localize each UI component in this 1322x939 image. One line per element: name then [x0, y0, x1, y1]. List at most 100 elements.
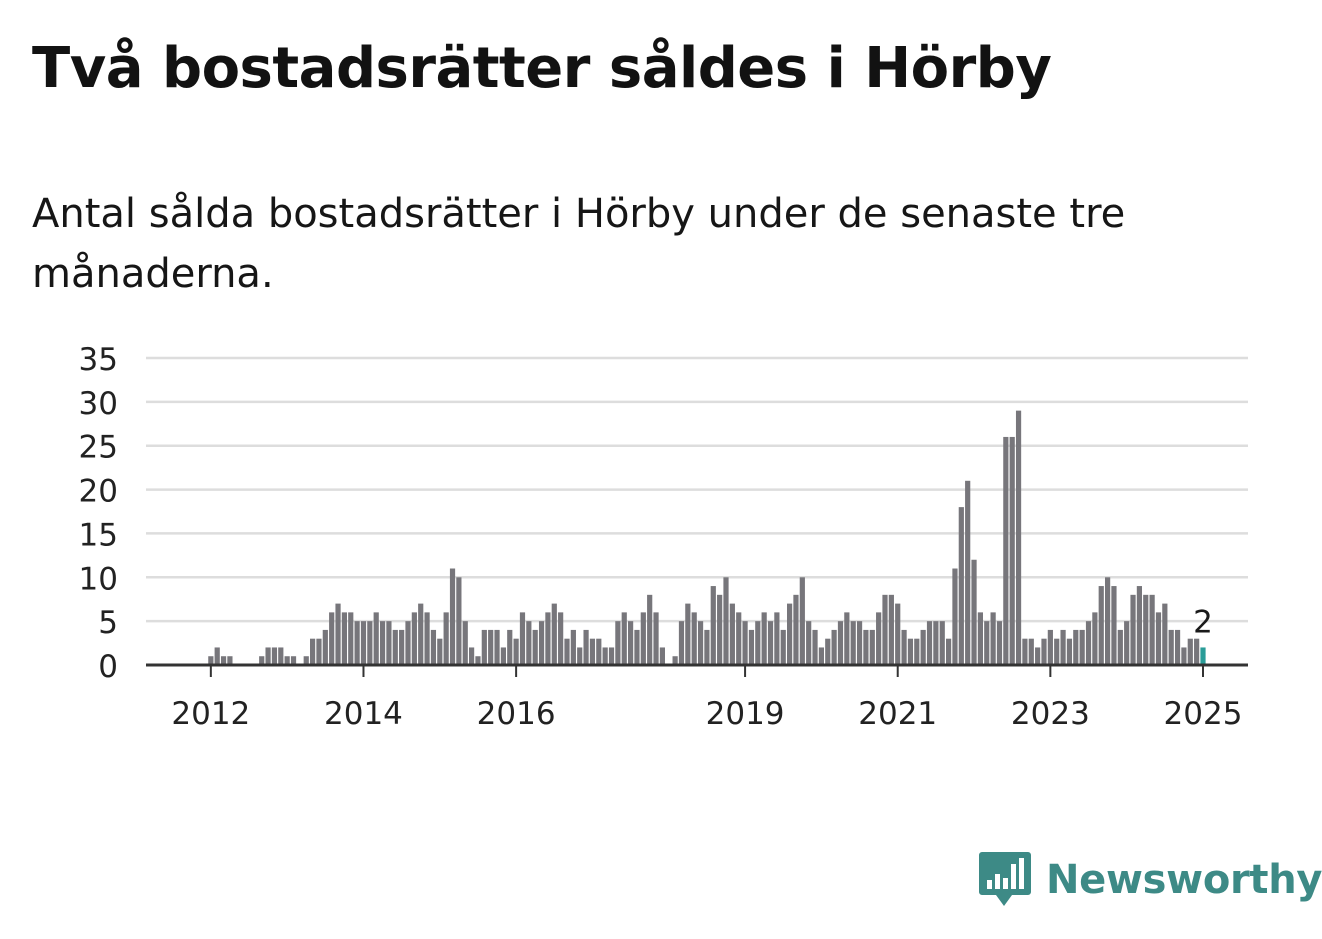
bar	[729, 603, 735, 665]
x-tick-label: 2021	[858, 696, 937, 732]
bar	[653, 612, 659, 665]
y-tick-label: 15	[79, 517, 118, 553]
brand-name: Newsworthy	[1046, 857, 1322, 903]
brand-logo: Newsworthy	[978, 848, 1322, 912]
bar	[723, 577, 729, 665]
bar	[628, 621, 634, 665]
bar	[685, 603, 691, 665]
bar	[1009, 436, 1015, 665]
latest-value-label: 2	[1193, 604, 1213, 640]
bar	[488, 629, 494, 665]
bar	[1092, 612, 1098, 665]
bar	[341, 612, 347, 665]
bar	[965, 480, 971, 665]
bar	[958, 507, 964, 665]
bar	[1111, 586, 1117, 665]
bar	[558, 612, 564, 665]
bar	[844, 612, 850, 665]
bar	[793, 594, 799, 665]
bar	[424, 612, 430, 665]
bar	[907, 638, 914, 665]
bar	[876, 612, 882, 665]
bar	[1047, 629, 1053, 665]
chart-title: Två bostadsrätter såldes i Hörby	[32, 36, 1052, 101]
bar	[532, 629, 538, 665]
bar	[405, 621, 411, 665]
bar	[538, 621, 545, 665]
bar	[494, 629, 500, 665]
bar	[329, 612, 335, 665]
bar	[710, 586, 716, 665]
bar	[290, 656, 297, 665]
bar	[742, 621, 748, 665]
bar	[449, 568, 456, 665]
bar	[469, 647, 475, 665]
bar	[640, 612, 646, 665]
bar	[831, 629, 837, 665]
bar	[430, 629, 437, 665]
bar	[984, 621, 990, 665]
bar	[259, 656, 265, 665]
bar	[615, 621, 621, 665]
x-tick-label: 2014	[324, 696, 403, 732]
bar	[812, 629, 818, 665]
bar	[418, 603, 424, 665]
bar	[1174, 629, 1181, 665]
bar	[806, 621, 812, 665]
bar	[227, 656, 233, 665]
bar	[1136, 586, 1142, 665]
bar	[736, 612, 742, 665]
bar	[767, 621, 774, 665]
bar	[780, 629, 786, 665]
bar	[507, 629, 513, 665]
bar	[220, 656, 227, 665]
bar	[697, 621, 704, 665]
bar	[475, 656, 481, 665]
bar	[284, 656, 290, 665]
bar	[1066, 638, 1073, 665]
bar	[621, 612, 627, 665]
bar	[1181, 647, 1187, 665]
bar	[1105, 577, 1111, 665]
y-tick-label: 5	[98, 605, 118, 641]
bar	[1149, 594, 1155, 665]
bar-chart-speech-bubble-icon	[979, 852, 1031, 906]
bar	[1085, 621, 1092, 665]
bar	[519, 612, 526, 665]
bar	[882, 594, 888, 665]
bar	[1003, 436, 1009, 665]
bar	[443, 612, 449, 665]
bar	[704, 629, 710, 665]
bar	[933, 621, 939, 665]
bar	[990, 612, 996, 665]
bar	[411, 612, 417, 665]
bar	[360, 621, 367, 665]
bar	[1073, 629, 1079, 665]
bar	[799, 577, 805, 665]
x-tick-label: 2019	[706, 696, 785, 732]
bar	[939, 621, 945, 665]
bar	[379, 621, 386, 665]
bar	[214, 647, 220, 665]
bar	[914, 638, 920, 665]
x-tick-label: 2025	[1164, 696, 1243, 732]
bar	[348, 612, 354, 665]
bar	[392, 629, 398, 665]
bar-latest	[1200, 647, 1206, 665]
bar	[303, 656, 309, 665]
bar	[755, 621, 761, 665]
bar	[761, 612, 767, 665]
bar	[971, 559, 977, 665]
bar	[672, 656, 678, 665]
bar	[691, 612, 697, 665]
bar	[513, 638, 519, 665]
bar	[996, 621, 1003, 665]
bar	[659, 647, 665, 665]
bar	[583, 629, 589, 665]
bar	[278, 647, 284, 665]
bar	[526, 621, 532, 665]
bar	[748, 629, 755, 665]
bar	[946, 638, 952, 665]
bar	[367, 621, 373, 665]
